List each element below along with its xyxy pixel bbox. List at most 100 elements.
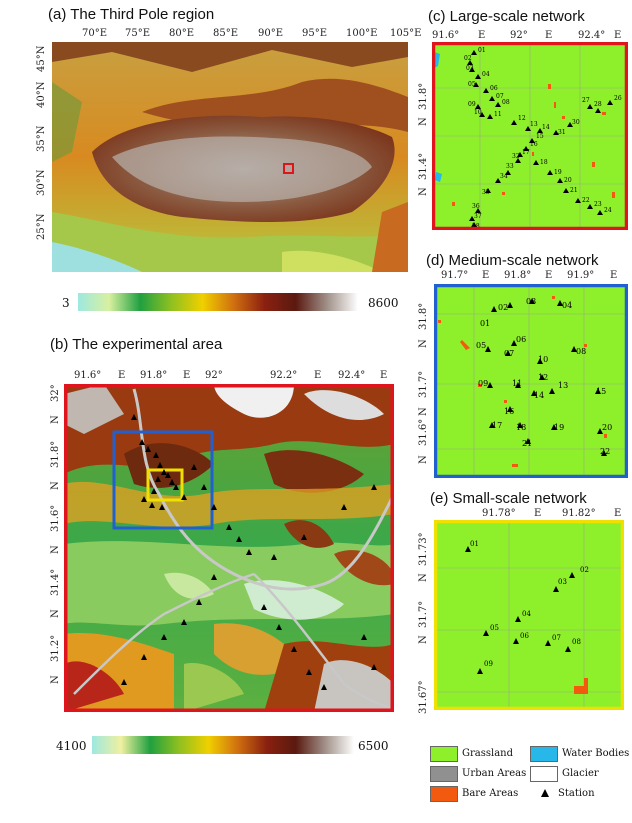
lat-label: N [418, 407, 429, 416]
lon-label: 91.8° [140, 370, 168, 381]
lat-label: N [418, 339, 429, 348]
panel-d-title: (d) Medium-scale network [426, 252, 599, 269]
lat-label: N [50, 545, 61, 554]
svg-text:16: 16 [530, 141, 538, 148]
panel-e-frame [434, 520, 624, 710]
svg-text:09: 09 [478, 379, 488, 388]
lat-label: N [50, 481, 61, 490]
lat-label: 31.6° [50, 504, 61, 532]
lon-label: E [614, 508, 622, 519]
svg-text:02: 02 [580, 566, 589, 574]
svg-text:06: 06 [520, 632, 529, 640]
svg-text:21: 21 [522, 439, 532, 448]
svg-text:05: 05 [468, 81, 476, 88]
lon-label: 91.82° [562, 508, 596, 519]
lon-label: 91.7° [441, 270, 469, 281]
svg-text:17: 17 [522, 149, 530, 156]
svg-text:01: 01 [470, 540, 479, 548]
panel-c-stations: 01 02 03 04 05 06 07 08 09 10 11 12 13 1… [464, 47, 622, 230]
svg-text:17: 17 [492, 421, 502, 430]
lat-label: N [50, 415, 61, 424]
lat-label: 31.73° [418, 532, 429, 566]
svg-text:23: 23 [594, 201, 602, 208]
svg-text:21: 21 [570, 187, 578, 194]
lon-label: 75°E [125, 28, 151, 39]
svg-text:15: 15 [536, 133, 544, 140]
legend-swatch-urban-areas [430, 766, 458, 782]
lat-label: 45°N [36, 45, 47, 72]
panel-d-frame [434, 284, 628, 478]
svg-text:11: 11 [494, 111, 502, 118]
lat-label: 31.2° [50, 634, 61, 662]
colorbar-b-min: 4100 [56, 739, 87, 753]
svg-text:09: 09 [468, 101, 476, 108]
panel-c-landcover-map: 01 02 03 04 05 06 07 08 09 10 11 12 13 1… [432, 42, 628, 230]
colorbar-a [78, 293, 358, 311]
lat-label: 31.8° [418, 302, 429, 330]
svg-text:06: 06 [516, 335, 526, 344]
svg-text:36: 36 [472, 203, 480, 210]
panel-b-stations [121, 414, 377, 690]
lat-label: N [418, 573, 429, 582]
svg-text:34: 34 [500, 173, 508, 180]
lon-label: 90°E [258, 28, 284, 39]
medium-network-box [112, 430, 214, 530]
legend-label-station: Station [558, 788, 595, 799]
svg-text:05: 05 [490, 624, 499, 632]
panel-b-frame [64, 384, 394, 712]
svg-text:37: 37 [474, 213, 482, 220]
svg-text:30: 30 [572, 119, 580, 126]
lon-label: E [482, 270, 490, 281]
svg-text:22: 22 [600, 447, 610, 456]
lat-label: 32° [50, 384, 61, 402]
svg-text:32: 32 [512, 153, 520, 160]
colorbar-b-max: 6500 [358, 739, 389, 753]
svg-text:05: 05 [476, 341, 486, 350]
panel-c-title: (c) Large-scale network [428, 8, 585, 25]
lon-label: 91.78° [482, 508, 516, 519]
lat-label: 31.7° [418, 370, 429, 398]
lon-label: 105°E [390, 28, 422, 39]
lat-label: N [418, 187, 429, 196]
svg-text:27: 27 [582, 97, 590, 104]
lat-label: N [418, 635, 429, 644]
svg-text:28: 28 [594, 101, 602, 108]
svg-text:19: 19 [554, 423, 564, 432]
svg-text:08: 08 [502, 99, 510, 106]
lat-label: N [50, 675, 61, 684]
lon-label: E [183, 370, 191, 381]
lon-label: 92.4° [578, 30, 606, 41]
legend-label-glacier: Glacier [562, 768, 599, 779]
panel-a-elevation-map [52, 42, 408, 272]
lat-label: 31.6° [418, 418, 429, 446]
svg-text:01: 01 [480, 319, 490, 328]
legend-swatch-water-bodies [530, 746, 558, 762]
svg-text:06: 06 [490, 85, 498, 92]
legend-label-water-bodies: Water Bodies [562, 748, 630, 759]
lat-label: 31.4° [50, 568, 61, 596]
panel-e-landcover-map: 01 02 03 04 05 06 07 08 09 [434, 520, 624, 710]
svg-text:18: 18 [516, 423, 526, 432]
panel-e-title: (e) Small-scale network [430, 490, 587, 507]
svg-text:10: 10 [474, 109, 482, 116]
svg-text:13: 13 [530, 121, 538, 128]
lon-label: 92.4° [338, 370, 366, 381]
svg-text:04: 04 [562, 301, 572, 310]
svg-text:08: 08 [572, 638, 581, 646]
lat-label: N [50, 609, 61, 618]
lon-label: E [314, 370, 322, 381]
svg-text:15: 15 [596, 387, 606, 396]
panel-c-frame [432, 42, 628, 230]
svg-text:19: 19 [554, 169, 562, 176]
colorbar-a-max: 8600 [368, 296, 399, 310]
svg-text:07: 07 [496, 93, 504, 100]
lon-label: 91.9° [567, 270, 595, 281]
lat-label: N [418, 117, 429, 126]
svg-text:38: 38 [472, 223, 480, 230]
svg-text:03: 03 [526, 297, 536, 306]
legend-label-bare-areas: Bare Areas [462, 788, 519, 799]
lat-label: 31.7° [418, 600, 429, 628]
panel-b-elevation-map [64, 384, 394, 712]
lon-label: 91.6° [74, 370, 102, 381]
svg-text:35: 35 [482, 189, 490, 196]
